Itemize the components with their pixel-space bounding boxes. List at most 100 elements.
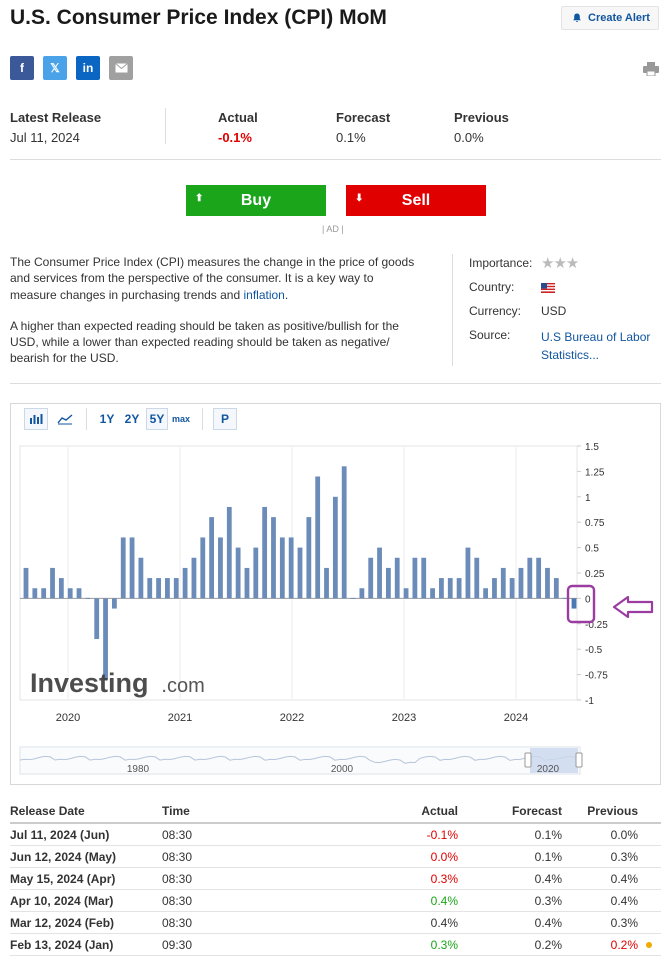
bar (474, 557, 480, 599)
forecast-label: Forecast (336, 110, 391, 125)
range-1y-button[interactable]: 1Y (99, 412, 115, 426)
table-row: May 15, 2024 (Apr) 08:30 0.3% 0.4% 0.4% (10, 867, 661, 890)
buy-button[interactable]: ⬆ Buy (186, 185, 326, 216)
line-chart-icon (57, 414, 73, 425)
twitter-share-button[interactable]: 𝕏 (43, 56, 67, 80)
table-row: Mar 12, 2024 (Feb) 08:30 0.4% 0.4% 0.3% (10, 911, 661, 934)
column-header[interactable]: Previous (562, 800, 638, 824)
annotation-arrow-icon (612, 595, 654, 619)
annotation-box (566, 584, 596, 624)
facebook-share-button[interactable]: f (10, 56, 34, 80)
email-share-button[interactable] (109, 56, 133, 80)
release-previous: Previous 0.0% (454, 110, 509, 145)
bar (430, 588, 435, 599)
source-link[interactable]: U.S Bureau of Labor Statistics... (541, 328, 650, 364)
bar (279, 537, 285, 599)
star-icon: ★ (541, 255, 554, 272)
bar (571, 598, 577, 609)
revision-cell (638, 911, 661, 934)
bar-chart-toggle[interactable] (24, 408, 48, 430)
linkedin-share-button[interactable]: in (76, 56, 100, 80)
release-date-cell: Apr 10, 2024 (Mar) (10, 889, 162, 912)
range-max-button[interactable]: max (171, 414, 190, 424)
divider (165, 108, 166, 144)
bar (226, 506, 232, 599)
inflation-link[interactable]: inflation (243, 287, 285, 302)
navigator-handle (575, 752, 583, 768)
bar (182, 567, 188, 599)
latest-release: Latest Release Jul 11, 2024 (10, 110, 101, 145)
actual-value: -0.1% (218, 130, 252, 145)
previous-label: Previous (454, 110, 509, 125)
bar (527, 557, 533, 599)
description-guidance: A higher than expected reading should be… (10, 318, 399, 366)
currency-value: USD (541, 304, 567, 318)
range-5y-button[interactable]: 5Y (146, 408, 168, 430)
revision-dot-icon (646, 942, 652, 949)
revision-cell (638, 823, 661, 846)
divider (10, 383, 661, 384)
bar (518, 567, 524, 599)
print-icon[interactable] (643, 62, 659, 76)
bar (85, 597, 91, 599)
chart: 1.5 1.25 1 0.75 0.5 0.25 0 -0.25 -0.5 -0.75 -1 2020… (19, 442, 654, 775)
bar (94, 598, 100, 640)
y-tick-label: 0.25 (585, 569, 605, 580)
investing-watermark-suffix: .com (161, 675, 204, 697)
bar (483, 588, 489, 599)
column-header[interactable]: Release Date (10, 800, 162, 824)
x-tick-label: 2020 (56, 712, 80, 724)
navigator-handle (524, 752, 532, 768)
previous-cell: 0.3% (562, 911, 638, 934)
table-row: Feb 13, 2024 (Jan) 09:30 0.3% 0.2% 0.2% (10, 933, 661, 956)
bar (156, 578, 161, 599)
column-header[interactable]: Actual (272, 800, 458, 824)
bar (244, 567, 250, 599)
previous-cell: 0.4% (562, 867, 638, 890)
y-tick-label: -0.25 (585, 620, 608, 631)
latest-release-label: Latest Release (10, 110, 102, 125)
divider (452, 254, 453, 366)
navigator-label: 1980 (127, 764, 150, 775)
navigator-label: 2020 (537, 764, 560, 775)
bar-chart-icon (30, 414, 43, 424)
p-button[interactable]: P (213, 408, 237, 430)
y-tick-label: 1.5 (585, 442, 599, 453)
bar (147, 578, 153, 599)
bar (41, 588, 47, 599)
navigator-selection (530, 748, 578, 773)
sell-button[interactable]: ⬇ Sell (346, 185, 486, 216)
investing-watermark: Investing (30, 668, 149, 698)
column-header[interactable]: Forecast (458, 800, 562, 824)
source-line: U.S Bureau of Labor (541, 330, 651, 344)
bar (76, 588, 82, 599)
y-tick-label: 1.25 (585, 467, 605, 478)
forecast-cell: 0.4% (458, 867, 562, 890)
bar (23, 567, 29, 599)
actual-cell: -0.1% (272, 823, 458, 846)
bar (439, 578, 444, 599)
country-label: Country: (469, 280, 515, 294)
x-tick-label: 2023 (392, 712, 416, 724)
bar (377, 547, 382, 599)
range-2y-button[interactable]: 2Y (124, 412, 140, 426)
column-header[interactable]: Time (162, 800, 272, 824)
y-tick-label: -0.5 (585, 645, 603, 656)
forecast-cell: 0.1% (458, 823, 562, 846)
previous-cell: 0.4% (562, 889, 638, 912)
bar (165, 578, 170, 599)
revision-cell (638, 889, 661, 912)
create-alert-button[interactable]: Create Alert (561, 6, 659, 30)
time-cell: 08:30 (162, 911, 272, 934)
y-tick-label: 0.75 (585, 518, 605, 529)
line-chart-toggle[interactable] (53, 408, 77, 430)
table-row: Jul 11, 2024 (Jun) 08:30 -0.1% 0.1% 0.0% (10, 823, 661, 846)
bar (394, 557, 400, 599)
x-tick-label: 2024 (504, 712, 528, 724)
x-tick-label: 2021 (168, 712, 192, 724)
bar (509, 578, 515, 599)
y-tick-label: -1 (585, 696, 594, 707)
bar (235, 547, 241, 599)
y-tick-label: 1 (585, 493, 591, 504)
importance-label: Importance: (469, 256, 533, 270)
